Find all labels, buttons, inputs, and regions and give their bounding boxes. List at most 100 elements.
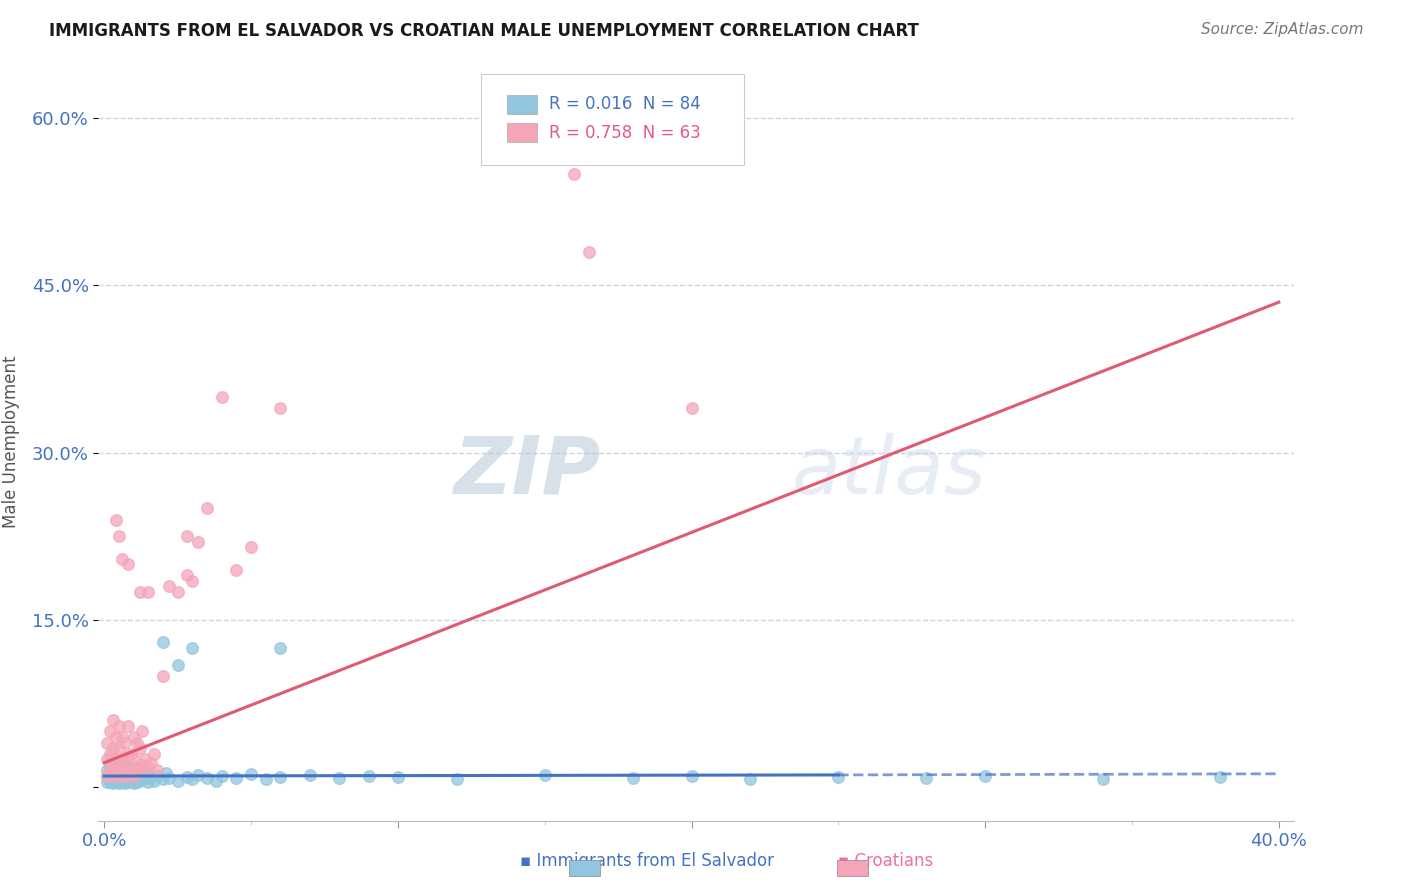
Point [176, 529, 198, 543]
Point [111, 771, 134, 786]
Text: ▪ Croatians: ▪ Croatians [838, 852, 934, 870]
Point [195, 771, 218, 786]
Point [128, 765, 150, 780]
Point [98, 774, 121, 789]
Point [105, 771, 128, 786]
Point [111, 764, 134, 778]
Point [211, 769, 233, 783]
Point [111, 774, 134, 789]
Text: IMMIGRANTS FROM EL SALVADOR VS CROATIAN MALE UNEMPLOYMENT CORRELATION CHART: IMMIGRANTS FROM EL SALVADOR VS CROATIAN … [49, 22, 920, 40]
Point [101, 772, 124, 787]
Point [96, 769, 118, 783]
Point [915, 771, 938, 786]
Point [134, 771, 156, 786]
Point [240, 541, 263, 555]
Point [125, 769, 148, 783]
Point [138, 760, 160, 774]
Point [240, 767, 263, 781]
Point [195, 501, 218, 516]
Point [98, 760, 121, 774]
Point [225, 771, 247, 786]
Point [105, 730, 128, 744]
Point [101, 741, 124, 756]
Point [974, 769, 997, 783]
Point [105, 752, 128, 766]
Point [108, 772, 131, 787]
Point [205, 773, 228, 788]
Point [114, 767, 136, 781]
Point [225, 563, 247, 577]
Point [446, 772, 468, 787]
Point [114, 735, 136, 749]
Point [101, 758, 124, 772]
Point [105, 774, 128, 789]
Point [114, 772, 136, 787]
Point [387, 770, 409, 784]
Point [533, 768, 555, 782]
Point [621, 771, 644, 786]
Bar [508, 123, 537, 143]
Point [740, 772, 762, 787]
FancyBboxPatch shape [481, 74, 744, 165]
Bar [508, 95, 537, 113]
Point [108, 758, 131, 772]
Point [114, 776, 136, 790]
Point [122, 768, 145, 782]
Point [108, 769, 131, 783]
Point [138, 767, 160, 781]
Point [138, 774, 160, 789]
Point [122, 776, 145, 790]
Point [328, 771, 350, 786]
Point [176, 770, 198, 784]
Point [108, 769, 131, 783]
Text: R = 0.758  N = 63: R = 0.758 N = 63 [548, 124, 700, 142]
Point [155, 765, 177, 780]
Point [1091, 772, 1114, 787]
Point [111, 551, 134, 566]
Text: ZIP: ZIP [453, 433, 600, 511]
Point [111, 764, 134, 778]
Point [117, 557, 139, 572]
Point [681, 769, 703, 783]
Point [108, 758, 131, 772]
Point [131, 758, 153, 772]
Point [117, 770, 139, 784]
Point [181, 574, 204, 588]
Point [143, 747, 166, 761]
Point [122, 772, 145, 787]
Point [134, 752, 156, 766]
Point [111, 730, 134, 744]
Point [125, 760, 148, 774]
Point [152, 772, 174, 787]
Point [108, 741, 131, 756]
Point [108, 719, 131, 733]
Point [98, 764, 121, 778]
Point [101, 758, 124, 772]
Point [146, 764, 169, 778]
Point [120, 773, 142, 788]
Point [114, 769, 136, 783]
Point [105, 512, 128, 526]
Point [166, 773, 188, 788]
Point [96, 735, 118, 749]
Point [120, 767, 142, 781]
Point [108, 776, 131, 790]
Point [120, 747, 142, 761]
Point [181, 640, 204, 655]
Point [157, 580, 180, 594]
Point [146, 769, 169, 783]
Point [143, 773, 166, 788]
Point [166, 657, 188, 672]
Point [117, 764, 139, 778]
Point [122, 760, 145, 774]
Point [111, 768, 134, 782]
Point [152, 669, 174, 683]
Point [211, 390, 233, 404]
Point [101, 776, 124, 790]
Point [117, 719, 139, 733]
Point [111, 752, 134, 766]
Point [101, 769, 124, 783]
Point [101, 769, 124, 783]
Text: R = 0.016  N = 84: R = 0.016 N = 84 [548, 95, 700, 113]
Point [254, 772, 277, 787]
